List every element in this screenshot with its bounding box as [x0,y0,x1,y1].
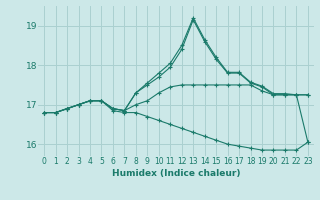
X-axis label: Humidex (Indice chaleur): Humidex (Indice chaleur) [112,169,240,178]
